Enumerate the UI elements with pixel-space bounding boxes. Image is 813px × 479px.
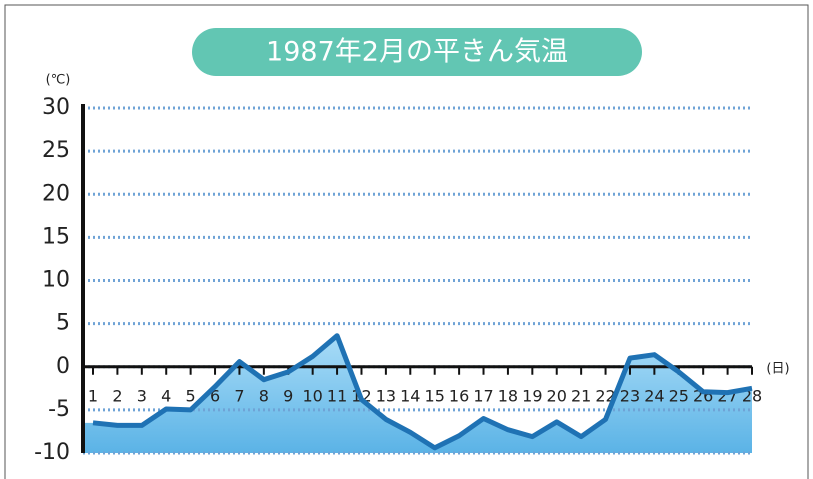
x-tick-label: 20 xyxy=(547,386,567,405)
y-tick-label: 30 xyxy=(42,95,70,120)
x-tick-label: 11 xyxy=(327,386,347,405)
x-tick-label: 23 xyxy=(620,386,640,405)
title-pill xyxy=(192,28,642,76)
x-tick-label: 17 xyxy=(473,386,493,405)
x-tick-label: 18 xyxy=(498,386,518,405)
y-tick-label: 10 xyxy=(42,268,70,293)
x-tick-label: 24 xyxy=(644,386,664,405)
area xyxy=(83,335,752,453)
line xyxy=(92,333,753,451)
x-tick-label: 21 xyxy=(571,386,591,405)
x-tick-label: 14 xyxy=(400,386,420,405)
x-tick-label: 13 xyxy=(376,386,396,405)
y-tick-label: 25 xyxy=(42,138,70,163)
y-unit: (℃) xyxy=(46,73,71,88)
x-unit: (日) xyxy=(766,362,789,377)
x-tick-label: 4 xyxy=(161,386,171,405)
frame xyxy=(4,4,809,479)
y-tick-label: 5 xyxy=(56,311,70,336)
x-tick-label: 19 xyxy=(522,386,542,405)
x-tick-label: 16 xyxy=(449,386,469,405)
x-tick-label: 7 xyxy=(234,386,244,405)
y-tick-label: -10 xyxy=(34,440,70,465)
x-tick-label: 10 xyxy=(302,386,322,405)
x-tick-label: 5 xyxy=(186,386,196,405)
chart-title: 1987年2月の平きん気温 xyxy=(266,37,568,68)
x-tick-label: 3 xyxy=(137,386,147,405)
y-tick-label: 20 xyxy=(42,181,70,206)
x-tick-label: 9 xyxy=(283,386,293,405)
x-tick-label: 8 xyxy=(259,386,269,405)
y-tick-label: 0 xyxy=(56,354,70,379)
x-tick-label: 15 xyxy=(425,386,445,405)
y-tick-label: 15 xyxy=(42,224,70,249)
y-tick-label: -5 xyxy=(48,397,70,422)
x-tick-label: 2 xyxy=(112,386,122,405)
x-tick-label: 6 xyxy=(210,386,220,405)
x-tick-label: 25 xyxy=(669,386,689,405)
x-tick-label: 1 xyxy=(88,386,98,405)
